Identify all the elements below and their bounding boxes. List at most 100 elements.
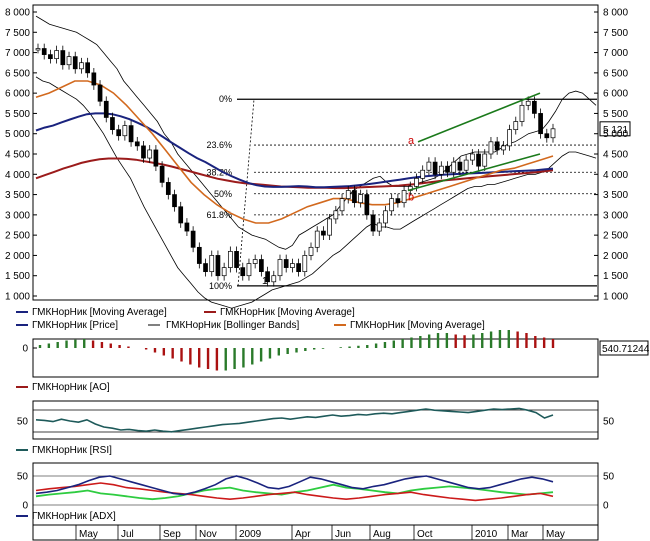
main-panel-frame bbox=[32, 4, 599, 301]
candle-body bbox=[277, 259, 283, 277]
candle-body bbox=[507, 129, 512, 147]
candle-body bbox=[240, 267, 246, 277]
candle-body bbox=[252, 259, 258, 264]
candle-body bbox=[432, 161, 438, 175]
candle-body bbox=[519, 104, 525, 122]
candle-body bbox=[110, 117, 115, 131]
candle-body bbox=[494, 141, 500, 151]
y-tick-label-left: 1 000 bbox=[5, 292, 30, 303]
candle-body bbox=[227, 251, 233, 268]
candle-body bbox=[321, 230, 326, 236]
candle-body bbox=[296, 263, 301, 273]
ao-value-box bbox=[599, 340, 649, 356]
x-tick-label: Mar bbox=[511, 529, 529, 540]
candle-body bbox=[259, 259, 264, 273]
candle-body bbox=[35, 48, 41, 51]
rsi-series bbox=[33, 407, 598, 433]
candle-body bbox=[538, 113, 543, 135]
candle-body bbox=[41, 48, 47, 55]
candle-body bbox=[445, 165, 450, 173]
y-tick-label-left: 5 000 bbox=[5, 129, 30, 140]
legend-adx: ГМКНорНик [ADX] bbox=[32, 511, 116, 522]
candle-body bbox=[246, 263, 252, 277]
ao-legend: ГМКНорНик [AO] bbox=[16, 382, 110, 393]
candle-body bbox=[401, 190, 407, 204]
candle-body bbox=[383, 210, 388, 224]
time-axis-frame bbox=[32, 524, 599, 541]
candle-body bbox=[209, 255, 215, 273]
candle-body bbox=[54, 50, 59, 60]
x-tick-label: Sep bbox=[163, 529, 181, 540]
candle-body bbox=[544, 133, 550, 139]
candle-body bbox=[550, 128, 556, 139]
y-tick-label-left: 2 000 bbox=[5, 251, 30, 262]
candle-body bbox=[141, 145, 146, 159]
x-tick-label: May bbox=[546, 529, 565, 540]
candle-body bbox=[352, 190, 357, 204]
rsi-line bbox=[35, 407, 554, 433]
axis-layer: 8 000 8 000 7 500 7 500 7 000 7 000 6 500 6 500… bbox=[5, 8, 650, 540]
y-tick-label-right: 7 500 bbox=[603, 28, 628, 39]
candle-body bbox=[122, 125, 128, 137]
candle-body bbox=[103, 100, 109, 118]
adx-tick-left: 50 bbox=[17, 472, 29, 483]
y-tick-label-left: 4 000 bbox=[5, 170, 30, 181]
ao-series bbox=[38, 330, 555, 371]
y-tick-label-left: 6 500 bbox=[5, 68, 30, 79]
candle-body bbox=[438, 165, 444, 175]
ma-orange-line bbox=[35, 80, 554, 224]
y-tick-label-right: 1 000 bbox=[603, 292, 628, 303]
candle-body bbox=[463, 159, 469, 171]
candle-body bbox=[345, 190, 351, 199]
x-tick-label: Aug bbox=[373, 529, 391, 540]
wave-label-a: a bbox=[408, 135, 415, 147]
candle-body bbox=[314, 230, 320, 248]
rsi-panel-frame bbox=[32, 400, 599, 440]
main-series bbox=[35, 15, 597, 309]
y-tick-label-right: 8 000 bbox=[603, 8, 628, 19]
candle-body bbox=[66, 56, 72, 66]
rsi-tick-left: 50 bbox=[17, 417, 29, 428]
y-tick-label-left: 7 000 bbox=[5, 48, 30, 59]
x-tick-label: Jun bbox=[335, 529, 351, 540]
legend-ma-orange: ГМКНорНик [Moving Average] bbox=[350, 320, 485, 331]
y-tick-label-left: 3 500 bbox=[5, 190, 30, 201]
candle-body bbox=[172, 194, 177, 208]
di-minus-line bbox=[35, 482, 554, 502]
y-tick-label-right: 2 000 bbox=[603, 251, 628, 262]
ao-panel-frame bbox=[32, 338, 599, 378]
adx-tick-right: 0 bbox=[603, 501, 609, 512]
y-tick-label-left: 4 500 bbox=[5, 150, 30, 161]
candle-body bbox=[370, 214, 376, 232]
candle-body bbox=[60, 50, 66, 66]
x-tick-label: 2009 bbox=[239, 529, 262, 540]
candle-body bbox=[147, 149, 153, 159]
candle-body bbox=[221, 267, 227, 277]
candle-body bbox=[153, 149, 159, 167]
y-tick-label-left: 2 500 bbox=[5, 231, 30, 242]
fib-level-label: 38.2% bbox=[206, 167, 232, 177]
candle-body bbox=[184, 222, 190, 232]
candle-body bbox=[457, 161, 463, 171]
legend-price: ГМКНорНик [Price] bbox=[32, 320, 118, 331]
candle-body bbox=[190, 230, 196, 248]
y-tick-label-left: 8 000 bbox=[5, 8, 30, 19]
x-tick-label: Apr bbox=[295, 529, 311, 540]
y-tick-label-right: 2 500 bbox=[603, 231, 628, 242]
y-tick-label-left: 6 000 bbox=[5, 89, 30, 100]
candle-body bbox=[364, 194, 370, 216]
candle-body bbox=[513, 121, 519, 131]
candle-body bbox=[532, 100, 537, 114]
legend-ma-blue: ГМКНорНик [Moving Average] bbox=[32, 307, 167, 318]
candle-body bbox=[488, 141, 494, 155]
legend-ma-red: ГМКНорНик [Moving Average] bbox=[220, 307, 355, 318]
candle-body bbox=[426, 161, 432, 171]
adx-series bbox=[33, 475, 598, 506]
candle-body bbox=[97, 84, 103, 102]
ao-zero-label: 0 bbox=[22, 344, 28, 355]
bollinger-lower-line bbox=[35, 76, 597, 309]
channel-upper-line bbox=[417, 92, 541, 143]
y-tick-label-right: 3 500 bbox=[603, 190, 628, 201]
x-tick-label: May bbox=[79, 529, 98, 540]
